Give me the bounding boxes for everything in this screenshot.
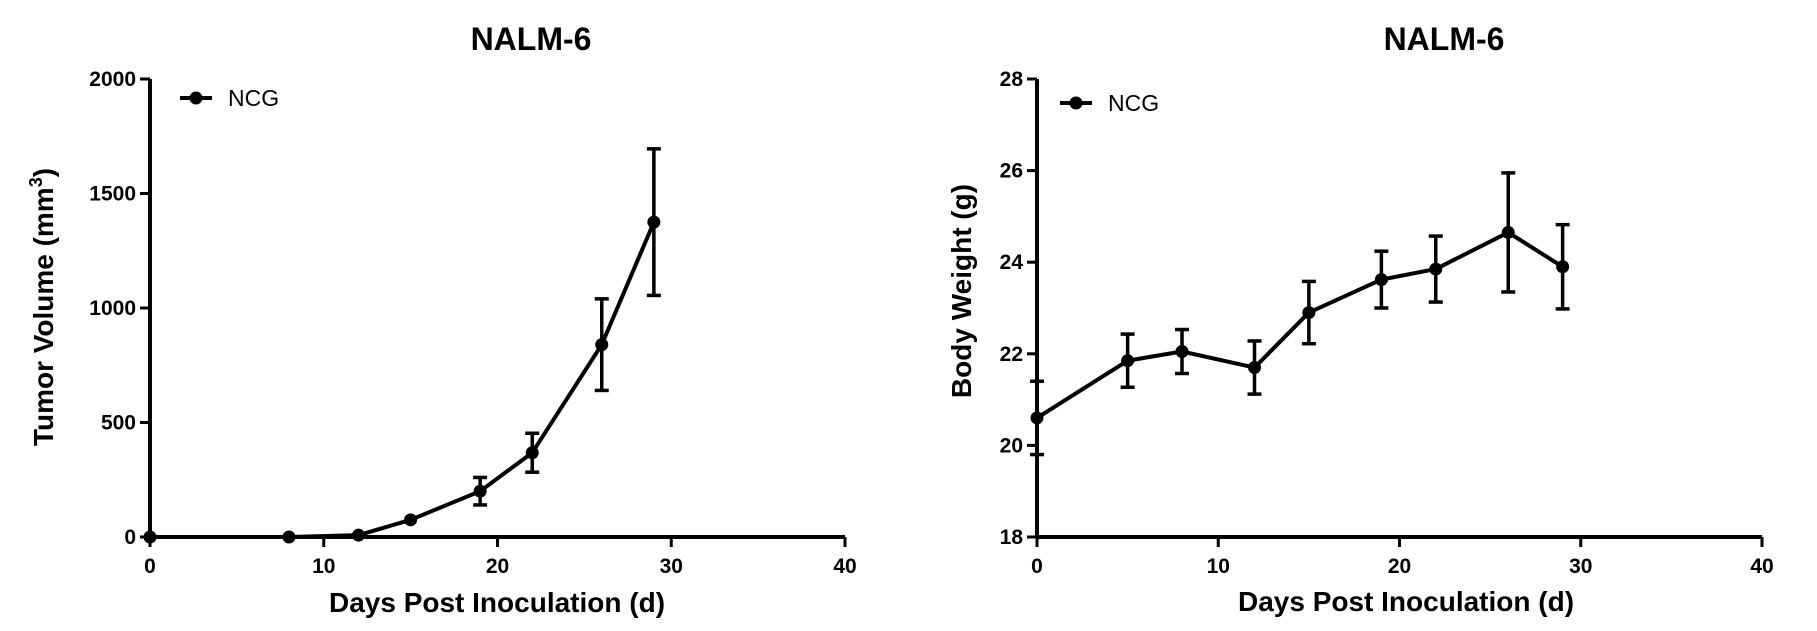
data-point — [525, 446, 539, 460]
data-point — [647, 215, 661, 229]
y-axis-label-close: ) — [28, 168, 59, 177]
y-axis-label-superscript: 3 — [26, 177, 46, 187]
x-tick-label: 20 — [486, 555, 509, 578]
y-tick-label: 1500 — [89, 183, 136, 206]
y-tick-label: 0 — [124, 526, 136, 549]
chart-2: NALM-6 0 10 20 30 40 18 20 22 24 26 28 Days Post Ino… — [946, 21, 1774, 617]
data-point — [1121, 354, 1135, 368]
chart-title: NALM-6 — [1384, 21, 1505, 57]
data-point — [595, 338, 609, 352]
y-tick-label: 24 — [1000, 251, 1024, 274]
data-point — [1248, 361, 1261, 375]
y-axis-label: Body Weight (g) — [946, 184, 977, 398]
y-tick-label: 18 — [1000, 526, 1024, 549]
data-point — [1175, 345, 1189, 359]
y-axis-label-text: Tumor Volume (mm — [28, 187, 59, 446]
data-point — [1302, 306, 1316, 320]
chart-title: NALM-6 — [471, 21, 592, 57]
x-tick-label: 40 — [1750, 555, 1773, 578]
y-tick-label: 2000 — [89, 68, 136, 91]
data-point — [404, 513, 418, 527]
series-line-ncg — [1035, 230, 1564, 420]
chart-1: NALM-6 0 10 20 30 40 0 500 1000 1500 2000 Days Post… — [26, 21, 857, 618]
legend-label: NCG — [1108, 90, 1159, 116]
x-tick-label: 10 — [312, 555, 335, 578]
x-tick-label: 40 — [833, 555, 856, 578]
y-tick-label: 500 — [101, 412, 136, 435]
legend-marker — [1069, 96, 1083, 110]
data-point — [473, 484, 487, 498]
data-point — [282, 530, 296, 544]
x-axis-label: Days Post Inoculation (d) — [1238, 586, 1574, 617]
x-axis-label: Days Post Inoculation (d) — [329, 587, 665, 618]
y-tick-label: 22 — [1000, 343, 1023, 366]
x-tick-label: 10 — [1207, 555, 1230, 578]
data-point — [1501, 225, 1515, 239]
x-tick-label: 30 — [1569, 555, 1592, 578]
data-point — [352, 528, 365, 542]
data-point — [1429, 262, 1443, 276]
x-tick-label: 30 — [660, 555, 683, 578]
x-tick-label: 20 — [1388, 555, 1411, 578]
y-tick-label: 1000 — [89, 297, 136, 320]
legend: NCG — [180, 85, 279, 111]
data-point — [143, 530, 157, 544]
x-tick-label: 0 — [1031, 555, 1043, 578]
data-point — [1374, 273, 1388, 287]
series-line-ncg — [150, 221, 656, 539]
y-tick-label: 28 — [1000, 68, 1024, 91]
x-tick-label: 0 — [144, 555, 156, 578]
legend: NCG — [1060, 90, 1159, 116]
legend-label: NCG — [228, 85, 279, 111]
y-tick-label: 20 — [1000, 434, 1023, 457]
y-tick-label: 26 — [1000, 160, 1023, 183]
legend-marker — [189, 91, 203, 105]
data-point — [1556, 260, 1570, 274]
data-point — [1030, 411, 1044, 425]
y-axis-label: Tumor Volume (mm3) — [26, 168, 59, 446]
